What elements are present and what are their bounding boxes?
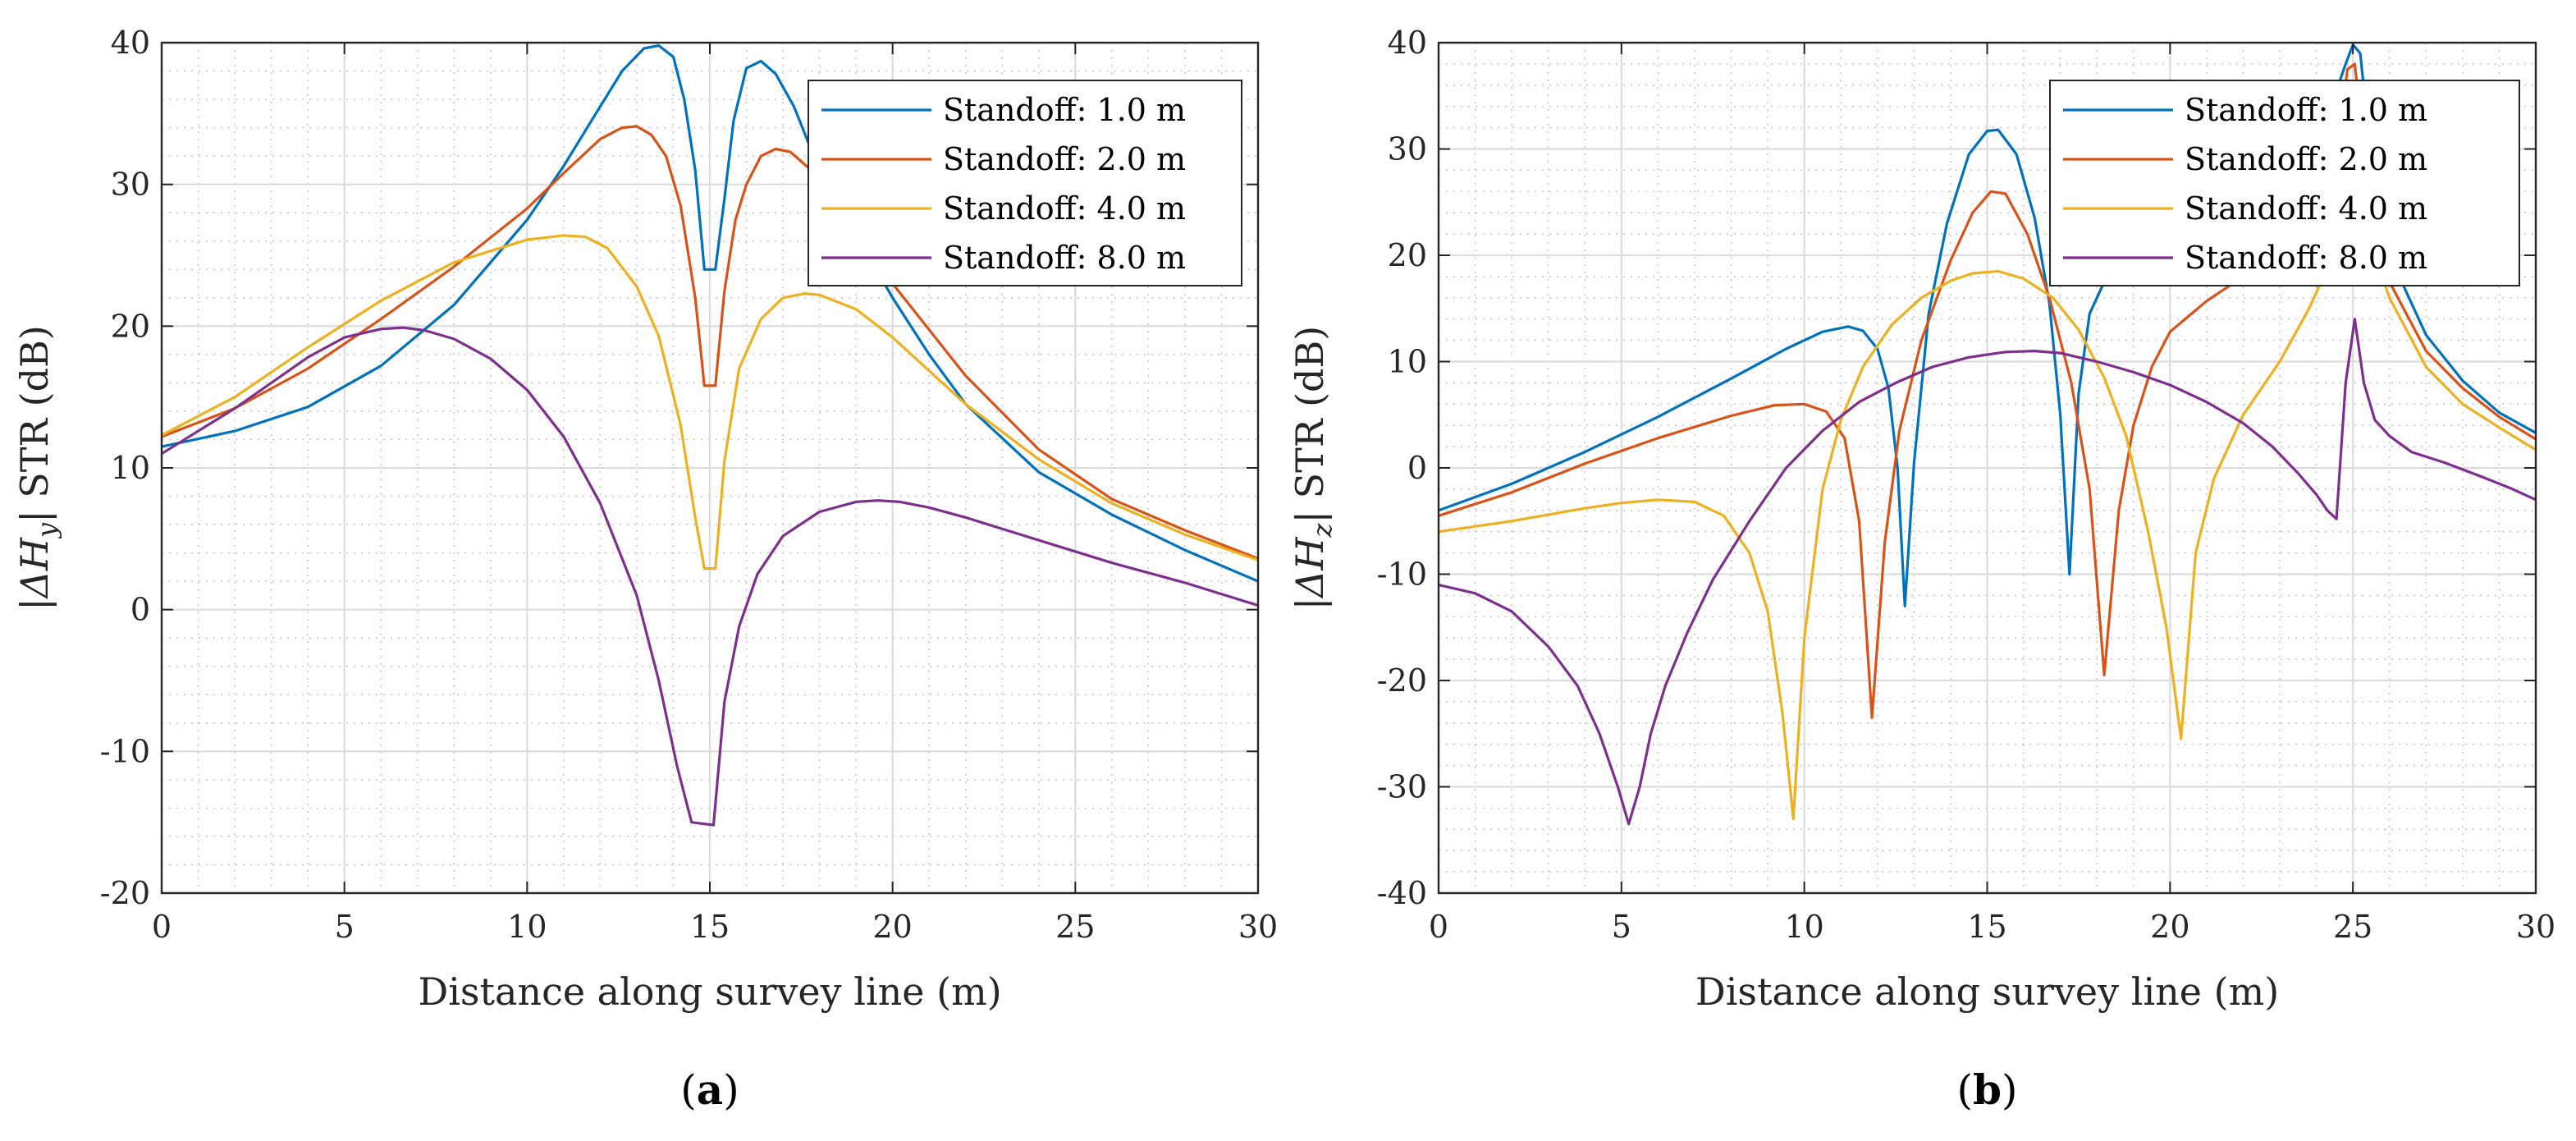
y-tick-label: 10 (111, 450, 150, 486)
y-tick-label: 20 (111, 308, 150, 344)
panel-label-close: ) (2002, 1066, 2018, 1114)
panel-label-open: ( (680, 1066, 697, 1114)
series-line-4 (1439, 318, 2536, 826)
x-tick-label: 0 (152, 909, 172, 945)
y-tick-label: 0 (1407, 450, 1427, 486)
legend-entry-1: Standoff: 1.0 m (2185, 92, 2427, 128)
legend-entry-4: Standoff: 8.0 m (943, 240, 1186, 276)
y-tick-label: 30 (111, 167, 150, 203)
x-tick-label: 30 (2516, 909, 2555, 945)
y-tick-label: 40 (1388, 25, 1427, 61)
x-tick-label: 0 (1429, 909, 1448, 945)
y-tick-label: -30 (1377, 769, 1427, 805)
y-tick-label: 20 (1388, 237, 1427, 273)
panel-label-close: ) (723, 1066, 739, 1114)
ticks: 0 5 10 15 20 25 30 -20 -10 0 10 20 30 40 (100, 25, 1278, 945)
x-tick-label: 15 (690, 909, 730, 945)
y-tick-label: 40 (111, 25, 150, 61)
y-axis-label: |ΔHz| STR (dB) (1288, 326, 1338, 610)
x-tick-label: 20 (2150, 909, 2189, 945)
series-line-3 (162, 234, 1258, 570)
y-axis-label-suffix: | STR (dB) (12, 325, 57, 523)
y-tick-label: 30 (1388, 131, 1427, 167)
x-tick-label: 15 (1967, 909, 2006, 945)
legend-box (808, 80, 1242, 286)
x-tick-label: 25 (1055, 909, 1095, 945)
legend: Standoff: 1.0 m Standoff: 2.0 m Standoff: … (2049, 80, 2520, 286)
y-axis-label-prefix: |ΔH (12, 537, 57, 611)
y-tick-label: -10 (1377, 557, 1427, 593)
legend-entry-2: Standoff: 2.0 m (2185, 141, 2427, 177)
chart-panel-a: 0 5 10 15 20 25 30 -20 -10 0 10 20 30 40 Distance alon… (12, 25, 1278, 1114)
panel-label-open: ( (1957, 1066, 1974, 1114)
x-tick-label: 30 (1238, 909, 1278, 945)
panel-label-letter: b (1973, 1065, 2002, 1114)
legend-box (2049, 80, 2520, 286)
legend-entry-3: Standoff: 4.0 m (2185, 190, 2427, 227)
x-axis-label: Distance along survey line (m) (418, 969, 1001, 1014)
x-tick-label: 5 (335, 909, 355, 945)
x-tick-label: 25 (2333, 909, 2372, 945)
y-tick-label: -20 (1377, 662, 1427, 699)
x-tick-label: 10 (507, 909, 547, 945)
y-axis-label-prefix: |ΔH (1288, 536, 1332, 610)
x-axis-label: Distance along survey line (m) (1695, 969, 2279, 1014)
legend-entry-4: Standoff: 8.0 m (2185, 240, 2427, 276)
legend-entry-2: Standoff: 2.0 m (943, 141, 1186, 177)
y-tick-label: -10 (100, 733, 150, 769)
y-axis-label-subscript: z (1306, 522, 1338, 538)
y-tick-label: -40 (1377, 875, 1427, 911)
legend-entry-3: Standoff: 4.0 m (943, 190, 1186, 227)
x-tick-label: 20 (872, 909, 912, 945)
panel-label-letter: a (697, 1065, 723, 1114)
panel-label: (b) (1957, 1065, 2018, 1114)
series-group (162, 44, 1258, 827)
series-line-1 (162, 44, 1258, 583)
panel-label: (a) (680, 1065, 739, 1114)
x-tick-label: 10 (1784, 909, 1823, 945)
legend: Standoff: 1.0 m Standoff: 2.0 m Standoff: … (808, 80, 1242, 286)
y-tick-label: 10 (1388, 344, 1427, 380)
y-tick-label: -20 (100, 875, 150, 911)
y-axis-label: |ΔHy| STR (dB) (12, 325, 62, 611)
ticks: 0 5 10 15 20 25 30 -40 -30 -20 -10 0 10 20 30 40 (1377, 25, 2555, 945)
x-tick-label: 5 (1612, 909, 1631, 945)
y-tick-label: 0 (130, 592, 150, 628)
y-axis-label-suffix: | STR (dB) (1288, 326, 1332, 524)
series-line-2 (162, 125, 1258, 561)
chart-panel-b: 0 5 10 15 20 25 30 -40 -30 -20 -10 0 10 20 30 40 Distanc… (1288, 25, 2555, 1114)
y-axis-label-subscript: y (31, 522, 62, 539)
legend-entry-1: Standoff: 1.0 m (943, 92, 1186, 128)
series-line-4 (162, 326, 1258, 827)
